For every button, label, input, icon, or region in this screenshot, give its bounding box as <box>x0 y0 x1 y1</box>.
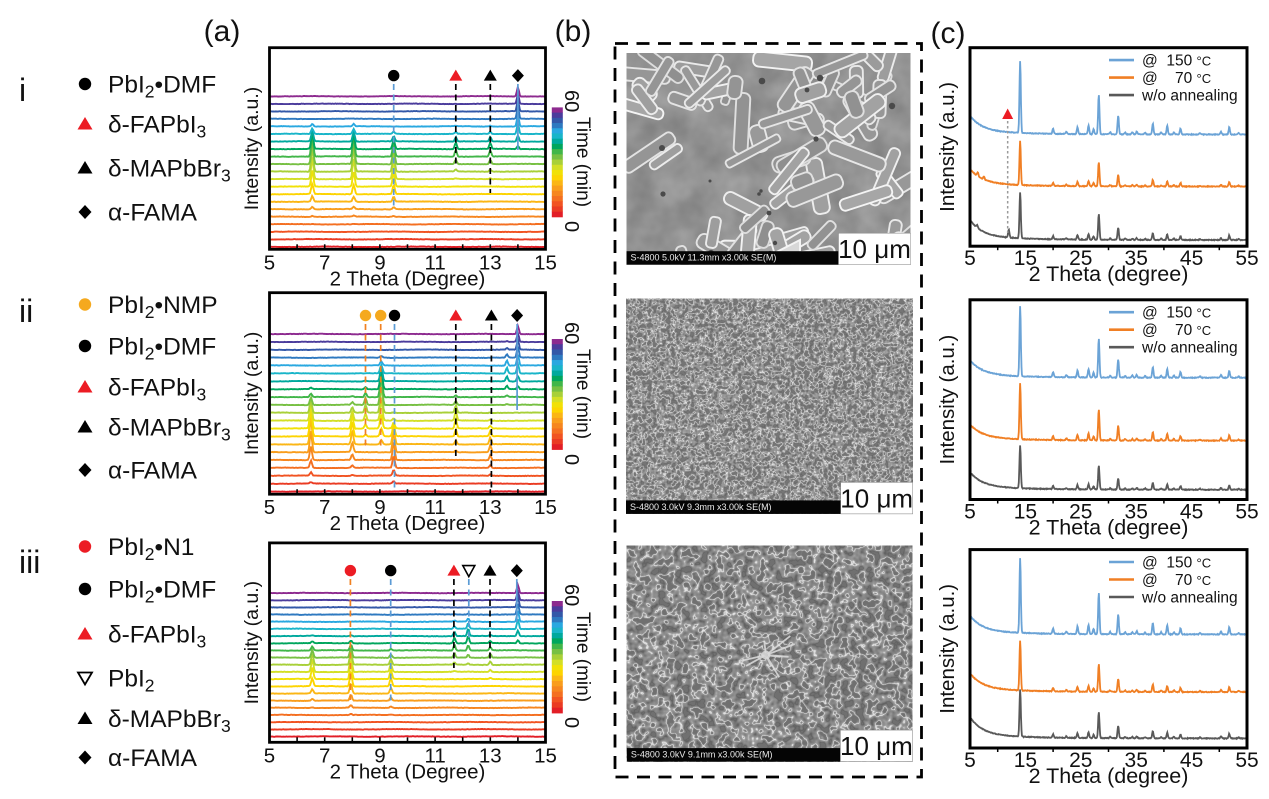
svg-text:25: 25 <box>1069 247 1092 270</box>
svg-text:0: 0 <box>560 454 582 465</box>
svg-text:@ 150 °C: @ 150 °C <box>1142 53 1211 70</box>
svg-text:60: 60 <box>560 322 582 344</box>
svg-text:S-4800 5.0kV 11.3mm x3.00k SE(: S-4800 5.0kV 11.3mm x3.00k SE(M) <box>631 253 777 263</box>
svg-text:Intensity (a.u.): Intensity (a.u.) <box>241 332 263 456</box>
svg-text:10 μm: 10 μm <box>838 234 911 264</box>
svg-text:δ-MAPbBr3​: δ-MAPbBr3​ <box>108 156 231 186</box>
svg-text:11: 11 <box>424 496 445 519</box>
svg-text:δ-MAPbBr3​: δ-MAPbBr3​ <box>108 415 231 445</box>
svg-text:5: 5 <box>964 749 976 772</box>
svg-text:PbI2​•NMP: PbI2​•NMP <box>108 292 218 322</box>
svg-text:55: 55 <box>1235 501 1258 524</box>
svg-text:11: 11 <box>424 744 445 767</box>
svg-text:(a): (a) <box>204 15 241 48</box>
svg-text:2 Theta (Degree): 2 Theta (Degree) <box>330 512 486 535</box>
svg-text:ii: ii <box>19 293 33 329</box>
svg-text:@ 70 °C: @ 70 °C <box>1142 322 1211 339</box>
svg-text:35: 35 <box>1125 749 1148 772</box>
svg-text:35: 35 <box>1125 247 1148 270</box>
svg-text:δ-FAPbI3​: δ-FAPbI3​ <box>108 622 206 652</box>
svg-text:Intensity (a.u.): Intensity (a.u.) <box>241 87 263 211</box>
svg-text:7: 7 <box>319 251 330 274</box>
svg-text:@ 150 °C: @ 150 °C <box>1142 555 1211 572</box>
svg-text:60: 60 <box>560 584 582 606</box>
svg-text:45: 45 <box>1180 247 1203 270</box>
svg-text:15: 15 <box>1014 501 1037 524</box>
svg-text:9: 9 <box>374 744 385 767</box>
svg-text:45: 45 <box>1180 501 1203 524</box>
svg-text:15: 15 <box>1014 749 1037 772</box>
svg-text:PbI2​•N1: PbI2​•N1 <box>108 534 194 564</box>
svg-text:α-FAMA: α-FAMA <box>108 458 198 485</box>
svg-text:α-FAMA: α-FAMA <box>108 745 198 772</box>
svg-text:5: 5 <box>964 501 976 524</box>
svg-text:5: 5 <box>264 496 275 519</box>
svg-text:13: 13 <box>479 251 502 274</box>
svg-text:2 Theta (Degree): 2 Theta (Degree) <box>330 267 486 290</box>
svg-text:α-FAMA: α-FAMA <box>108 200 198 227</box>
svg-text:15: 15 <box>1014 247 1037 270</box>
svg-text:10 μm: 10 μm <box>840 483 913 513</box>
svg-text:PbI2​•DMF: PbI2​•DMF <box>108 577 216 607</box>
svg-text:δ-FAPbI3​: δ-FAPbI3​ <box>108 375 206 405</box>
svg-text:δ-MAPbBr3​: δ-MAPbBr3​ <box>108 706 231 736</box>
svg-text:5: 5 <box>964 247 976 270</box>
svg-text:10 μm: 10 μm <box>840 731 913 761</box>
svg-text:60: 60 <box>560 90 582 112</box>
svg-text:Time (min): Time (min) <box>572 117 593 207</box>
svg-text:i: i <box>19 72 26 108</box>
svg-text:Time (min): Time (min) <box>572 612 593 702</box>
svg-text:@ 70 °C: @ 70 °C <box>1142 572 1211 589</box>
svg-text:δ-FAPbI3​: δ-FAPbI3​ <box>108 112 206 142</box>
svg-text:Intensity (a.u.): Intensity (a.u.) <box>241 581 263 705</box>
svg-text:9: 9 <box>374 251 385 274</box>
svg-text:PbI2​•DMF: PbI2​•DMF <box>108 72 216 102</box>
svg-text:@ 70 °C: @ 70 °C <box>1142 70 1211 87</box>
svg-text:13: 13 <box>479 496 502 519</box>
svg-text:Time (min): Time (min) <box>572 349 593 439</box>
svg-text:Intensity (a.u.): Intensity (a.u.) <box>936 584 959 714</box>
svg-text:PbI2​: PbI2​ <box>108 666 155 696</box>
svg-text:7: 7 <box>319 496 330 519</box>
svg-text:11: 11 <box>424 251 445 274</box>
svg-text:55: 55 <box>1235 247 1258 270</box>
svg-text:25: 25 <box>1069 749 1092 772</box>
svg-text:9: 9 <box>374 496 385 519</box>
svg-text:55: 55 <box>1235 749 1258 772</box>
svg-text:(c): (c) <box>931 17 966 50</box>
svg-text:25: 25 <box>1069 501 1092 524</box>
svg-text:PbI2​•DMF: PbI2​•DMF <box>108 334 216 364</box>
svg-text:iii: iii <box>19 544 40 580</box>
svg-text:2 Theta (Degree): 2 Theta (Degree) <box>330 760 486 783</box>
svg-text:15: 15 <box>534 744 557 767</box>
svg-text:@ 150 °C: @ 150 °C <box>1142 305 1211 322</box>
svg-text:w/o annealing: w/o annealing <box>1141 340 1238 357</box>
svg-text:w/o annealing: w/o annealing <box>1141 88 1238 105</box>
svg-text:15: 15 <box>534 251 557 274</box>
svg-text:2 Theta (degree): 2 Theta (degree) <box>1029 764 1189 788</box>
svg-text:w/o annealing: w/o annealing <box>1141 590 1238 607</box>
svg-text:Intensity (a.u.): Intensity (a.u.) <box>936 82 959 212</box>
svg-text:2 Theta (degree): 2 Theta (degree) <box>1029 262 1189 286</box>
svg-text:0: 0 <box>560 221 582 232</box>
svg-text:5: 5 <box>264 251 275 274</box>
svg-text:13: 13 <box>479 744 502 767</box>
svg-text:S-4800 3.0kV 9.1mm x3.00k SE(M: S-4800 3.0kV 9.1mm x3.00k SE(M) <box>631 750 773 760</box>
svg-text:5: 5 <box>264 744 275 767</box>
svg-text:35: 35 <box>1125 501 1148 524</box>
svg-text:15: 15 <box>534 496 557 519</box>
svg-text:2 Theta (degree): 2 Theta (degree) <box>1029 516 1189 540</box>
svg-text:Intensity (a.u.): Intensity (a.u.) <box>936 335 959 465</box>
svg-text:7: 7 <box>319 744 330 767</box>
svg-text:0: 0 <box>560 717 582 728</box>
svg-text:(b): (b) <box>555 15 592 48</box>
svg-text:45: 45 <box>1180 749 1203 772</box>
svg-text:S-4800 3.0kV 9.3mm x3.00k SE(M: S-4800 3.0kV 9.3mm x3.00k SE(M) <box>630 502 772 512</box>
